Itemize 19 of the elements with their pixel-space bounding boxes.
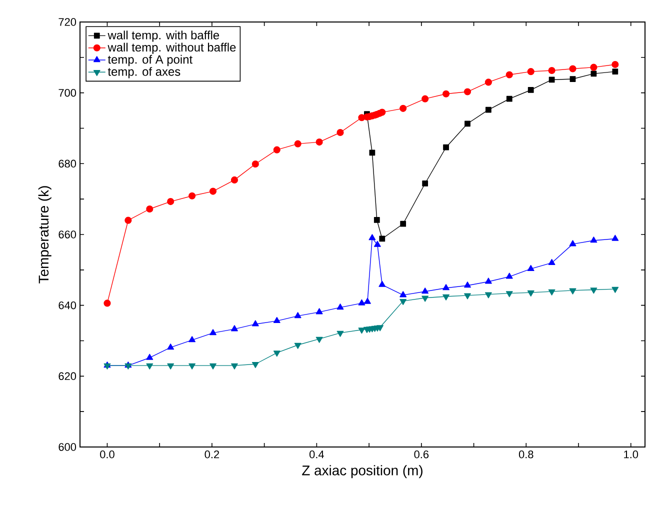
y-axis-title: Temperature (k) xyxy=(38,186,52,284)
x-tick-label: 1.0 xyxy=(624,450,638,458)
y-tick-label: 600 xyxy=(58,443,76,451)
legend-label: temp. of axes xyxy=(108,67,180,78)
x-tick-label: 0.4 xyxy=(309,450,324,458)
x-tick-label: 0.0 xyxy=(100,450,114,458)
y-tick-label: 620 xyxy=(58,372,76,380)
y-tick-label: 680 xyxy=(58,160,76,168)
legend-label: wall temp. without baffle xyxy=(108,42,236,54)
y-tick-label: 660 xyxy=(58,230,76,238)
x-axis-title: Z axiac position (m) xyxy=(302,465,422,478)
y-tick-label: 720 xyxy=(58,18,76,26)
x-tick-label: 0.2 xyxy=(204,450,220,458)
x-tick-label: 0.6 xyxy=(414,450,429,458)
y-tick-label: 640 xyxy=(58,301,76,310)
legend-label: wall temp. with baffle xyxy=(108,30,220,42)
y-tick-label: 700 xyxy=(58,88,76,97)
legend-label: temp. of A point xyxy=(108,54,192,66)
x-tick-label: 0.8 xyxy=(518,450,534,458)
